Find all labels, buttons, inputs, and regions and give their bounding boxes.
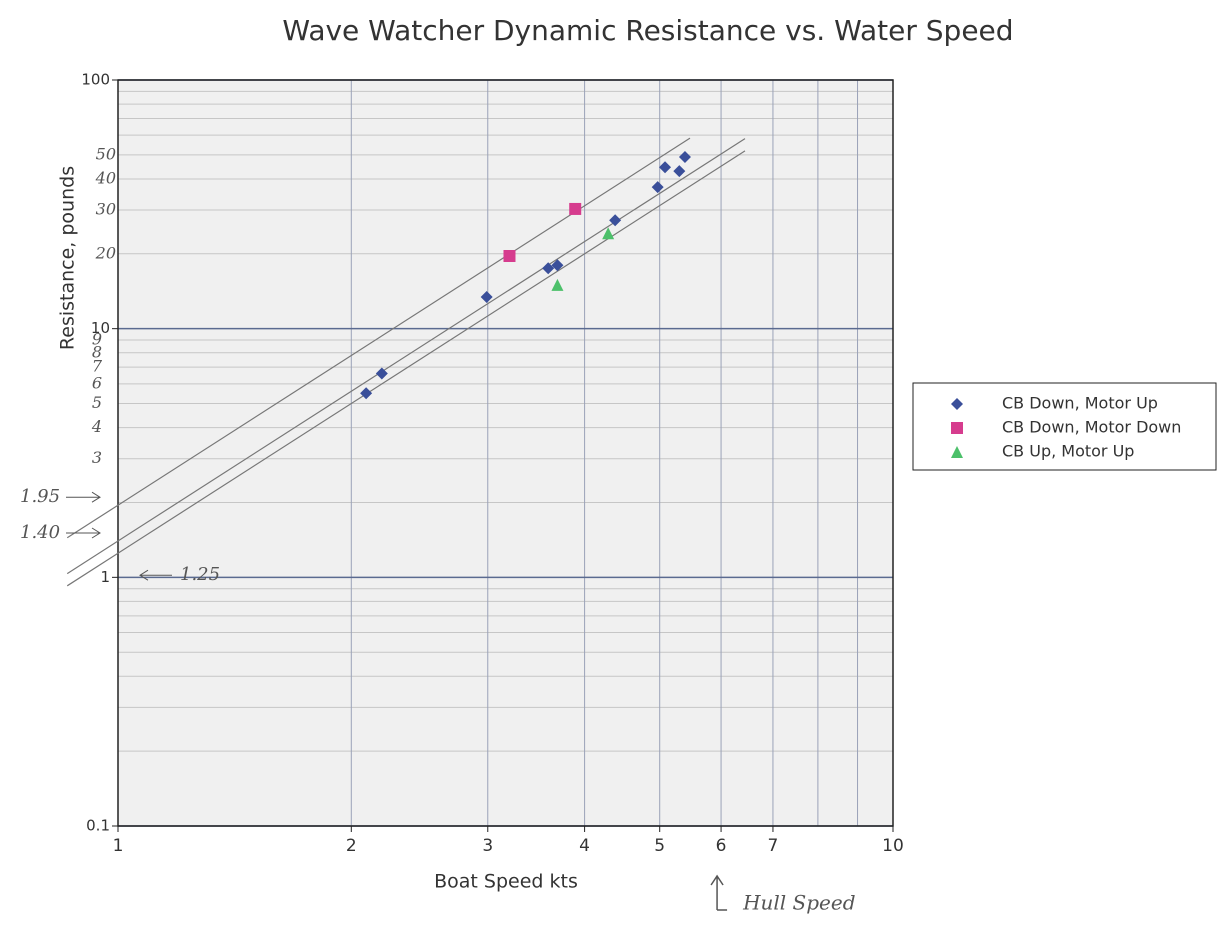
legend-label: CB Up, Motor Up — [1002, 442, 1134, 461]
arrow — [66, 491, 101, 503]
plot-frame — [117, 79, 894, 827]
handwritten-tick-label: 4 — [91, 417, 102, 436]
fit-label: 1.25 — [180, 564, 220, 585]
handwritten-tick-label: 7 — [92, 357, 103, 376]
handwritten-tick-label: 8 — [92, 342, 102, 361]
point — [375, 367, 388, 380]
y-tick-label: 100 — [81, 71, 110, 89]
y-tick-label: 10 — [91, 319, 110, 337]
point — [503, 249, 516, 262]
x-tick-label: 6 — [716, 836, 727, 856]
handwritten-tick-label: 30 — [96, 200, 116, 219]
x-tick-label: 3 — [482, 836, 493, 856]
handwritten-tick-label: 20 — [95, 243, 116, 262]
point — [542, 262, 555, 275]
handwritten-tick-label: 40 — [95, 168, 116, 187]
fit-line — [66, 138, 746, 575]
handwritten-tick-label: 6 — [92, 373, 102, 392]
point — [673, 165, 686, 178]
point — [651, 181, 664, 194]
x-tick-label: 2 — [346, 836, 357, 856]
point — [678, 151, 691, 164]
legend-label: CB Down, Motor Down — [1002, 418, 1181, 437]
point — [609, 214, 622, 227]
handwritten-tick-label: 9 — [92, 330, 102, 349]
x-axis-label: Boat Speed kts — [434, 871, 578, 893]
point — [569, 202, 582, 215]
point — [480, 291, 493, 304]
point — [951, 398, 963, 410]
x-tick-label: 4 — [579, 836, 590, 856]
fit-label: 1.95 — [20, 486, 60, 507]
point — [659, 161, 672, 174]
x-tick-label: 5 — [654, 836, 665, 856]
fit-label: 1.40 — [20, 522, 60, 543]
handwritten-tick-label: 5 — [92, 393, 102, 412]
y-tick-label: 0.1 — [86, 817, 110, 835]
x-tick-label: 7 — [768, 836, 779, 856]
legend-label: CB Down, Motor Up — [1002, 394, 1158, 413]
plot-area — [118, 80, 893, 826]
y-tick-label: 1 — [100, 568, 110, 586]
point — [551, 278, 564, 291]
x-tick-label: 1 — [113, 836, 124, 856]
point — [551, 259, 564, 272]
legend — [912, 382, 1217, 471]
arrow — [66, 527, 101, 539]
fit-line — [66, 150, 746, 587]
chart-title: Wave Watcher Dynamic Resistance vs. Wate… — [282, 14, 1013, 47]
point — [360, 387, 373, 400]
handwritten-tick-label: 3 — [92, 448, 102, 467]
handwritten-tick-label: 50 — [96, 144, 116, 163]
point — [602, 227, 615, 240]
arrow — [139, 569, 172, 581]
point — [951, 446, 963, 458]
x-tick-label: 10 — [882, 836, 904, 856]
y-axis-label: Resistance, pounds — [57, 166, 79, 350]
hull-arrow — [710, 874, 728, 911]
fit-line — [66, 137, 691, 539]
point — [951, 422, 963, 434]
hull-speed-label: Hull Speed — [742, 891, 855, 915]
